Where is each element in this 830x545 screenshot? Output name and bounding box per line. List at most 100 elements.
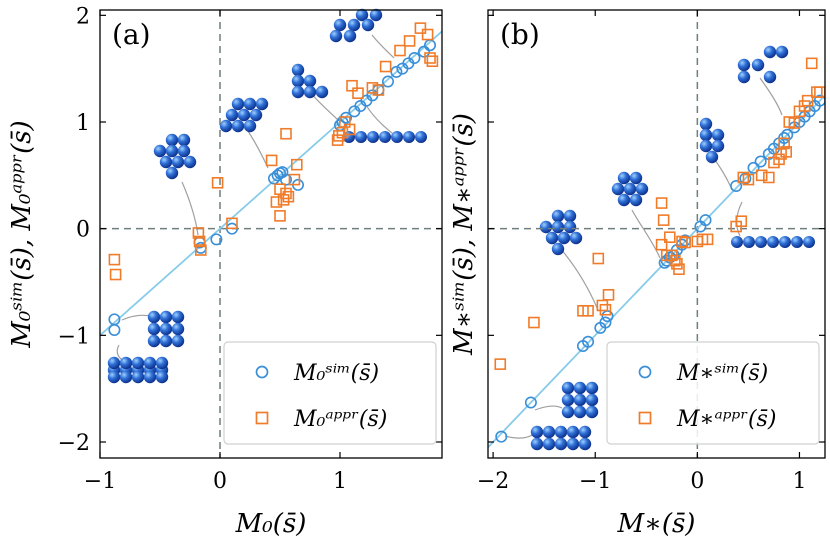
panel-b-legend-label-appr: M∗ᵃᵖᵖʳ(s̄) — [676, 407, 776, 432]
panel-b-point-appr-4 — [592, 252, 605, 265]
panel-a-point-appr-27 — [394, 44, 406, 57]
panel-a-cluster-hex — [219, 97, 269, 133]
panel-a-point-appr-32 — [426, 55, 439, 68]
panel-a-point-appr-7 — [265, 154, 278, 167]
panel-b-point-appr-17 — [676, 235, 688, 248]
panel-a-panel-label: (a) — [112, 18, 151, 51]
panel-a-point-appr-15 — [288, 173, 301, 186]
panel-b-xtick-label: −1 — [579, 469, 611, 494]
panel-b-cluster-stair — [699, 117, 725, 164]
panel-a-point-appr-29 — [414, 22, 427, 34]
panel-a-point-sim-20 — [381, 75, 394, 88]
panel-b-point-appr-38 — [805, 57, 818, 70]
panel-b-point-appr-0 — [494, 358, 507, 370]
panel-b-point-appr-27 — [763, 171, 775, 184]
panel-b-legend-box — [606, 341, 820, 445]
panel-b-legend-marker-appr — [638, 411, 652, 425]
panel-a-point-sim-9 — [276, 166, 289, 179]
panel-a-legend: M₀ˢⁱᵐ(s̄) M₀ᵃᵖᵖʳ(s̄) — [223, 341, 437, 445]
panel-b-point-sim-15 — [699, 214, 712, 227]
panel-a-ylabel: M₀ˢⁱᵐ(s̄), M₀ᵃᵖᵖʳ(s̄) — [7, 120, 37, 348]
panel-b-point-appr-34 — [788, 117, 801, 129]
panel-a-point-appr-24 — [366, 82, 379, 94]
panel-b-diagonal-line — [488, 94, 825, 448]
panel-a-point-appr-9 — [274, 210, 286, 222]
panel-a-xtick-label: 1 — [333, 469, 347, 494]
panel-b-point-sim-17 — [739, 172, 752, 185]
panel-a-cluster-zigzag — [329, 8, 383, 43]
panel-b-legend: M∗ˢⁱᵐ(s̄) M∗ᵃᵖᵖʳ(s̄) — [606, 341, 820, 445]
panel-b-point-sim-5 — [599, 316, 612, 329]
panel-a-xtick-label: 0 — [213, 469, 227, 494]
panel-b-cluster-zigzag — [737, 45, 789, 84]
panel-b-point-sim-19 — [754, 155, 767, 168]
panel-b-legend-marker-sim — [638, 365, 652, 379]
panel-a-point-appr-31 — [424, 52, 436, 64]
panel-b-point-appr-6 — [599, 303, 612, 316]
panel-a — [107, 8, 427, 384]
panel-a-legend-marker-sim — [255, 365, 269, 379]
panel-a-ytick-label: −2 — [58, 431, 90, 456]
panel-b-point-appr-12 — [663, 231, 676, 243]
panel-a-point-appr-3 — [193, 235, 206, 248]
panel-b-point-appr-32 — [780, 146, 792, 158]
panel-a-point-appr-2 — [192, 227, 205, 239]
panel-b-point-sim-3 — [582, 335, 595, 348]
panel-a-point-sim-4 — [210, 233, 223, 246]
panel-b — [504, 45, 815, 451]
panel-a-legend-label-sim: M₀ˢⁱᵐ(s̄) — [293, 361, 379, 386]
panel-a-point-appr-16 — [290, 158, 303, 171]
panel-a-cluster-line-6 — [107, 356, 169, 384]
panel-a-point-sim-10 — [279, 173, 292, 186]
panel-a-point-sim-25 — [417, 45, 430, 58]
panel-b-cluster-diamond — [539, 209, 583, 256]
panel-b-point-appr-31 — [778, 137, 790, 150]
panel-a-point-appr-0 — [108, 253, 121, 266]
panel-a-point-appr-8 — [270, 196, 283, 208]
panel-a-point-appr-12 — [280, 127, 292, 140]
panel-b-point-appr-9 — [657, 214, 670, 226]
panel-b-point-appr-25 — [742, 173, 755, 186]
panel-b-point-appr-1 — [528, 316, 540, 329]
panel-a-ytick-label: −1 — [58, 324, 90, 349]
panel-b-point-appr-16 — [673, 263, 685, 276]
panel-a-point-appr-28 — [403, 35, 416, 47]
panel-b-cluster-rect-5x3 — [530, 425, 592, 451]
panel-a-cluster-stair — [291, 63, 329, 99]
panel-a-point-appr-5 — [211, 177, 224, 189]
panel-b-point-appr-3 — [582, 304, 594, 317]
panel-a-plot-area — [100, 10, 442, 458]
panel-b-cluster-square — [561, 381, 599, 419]
panel-b-point-appr-7 — [602, 288, 615, 301]
panel-b-point-sim-24 — [781, 128, 794, 141]
panel-a-point-appr-1 — [109, 268, 122, 281]
panel-a-plot: −1 0 1 −2 −1 0 1 2 M₀(s̄) M₀ˢⁱᵐ(s̄), M₀ᵃᵖᵖʳ(s̄) (a… — [7, 4, 443, 539]
panel-a-point-appr-23 — [352, 87, 364, 99]
panel-b-point-sim-1 — [524, 396, 537, 409]
panel-b-point-appr-26 — [755, 169, 768, 182]
panel-b-point-appr-21 — [701, 233, 714, 246]
panel-a-point-appr-4 — [195, 244, 207, 256]
panel-b-series-appr — [494, 57, 825, 370]
panel-a-series-appr — [108, 22, 439, 281]
panel-b-plot: −2 −1 0 1 M∗(s̄) M∗ˢⁱᵐ(s̄), M∗ᵃᵖᵖʳ(s̄) (b) M∗ˢⁱ… — [449, 9, 826, 539]
panel-b-axes-frame — [487, 9, 826, 459]
panel-a-connectors — [116, 34, 395, 363]
panel-b-point-sim-0 — [495, 430, 508, 443]
panel-a-point-sim-1 — [108, 323, 121, 336]
panel-a-point-appr-18 — [332, 130, 345, 142]
panel-a-axes-frame — [99, 9, 443, 459]
panel-b-point-sim-30 — [813, 94, 825, 107]
panel-a-xlabel: M₀(s̄) — [235, 509, 307, 539]
panel-a-point-appr-14 — [282, 190, 295, 203]
panel-a-point-appr-22 — [346, 79, 358, 92]
panel-b-ylabel: M∗ˢⁱᵐ(s̄), M∗ᵃᵖᵖʳ(s̄) — [449, 113, 479, 356]
panel-b-legend-label-sim: M∗ˢⁱᵐ(s̄) — [676, 361, 768, 386]
panel-a-point-appr-21 — [343, 123, 356, 136]
panel-b-point-appr-37 — [801, 94, 814, 107]
panel-b-plot-area — [488, 10, 825, 458]
panel-a-legend-label-appr: M₀ᵃᵖᵖʳ(s̄) — [293, 407, 387, 432]
plot-layer: −1 0 1 −2 −1 0 1 2 M₀(s̄) M₀ˢⁱᵐ(s̄), M₀ᵃᵖᵖʳ(s̄) (a… — [7, 4, 826, 539]
panel-a-cluster-chain — [343, 131, 427, 143]
